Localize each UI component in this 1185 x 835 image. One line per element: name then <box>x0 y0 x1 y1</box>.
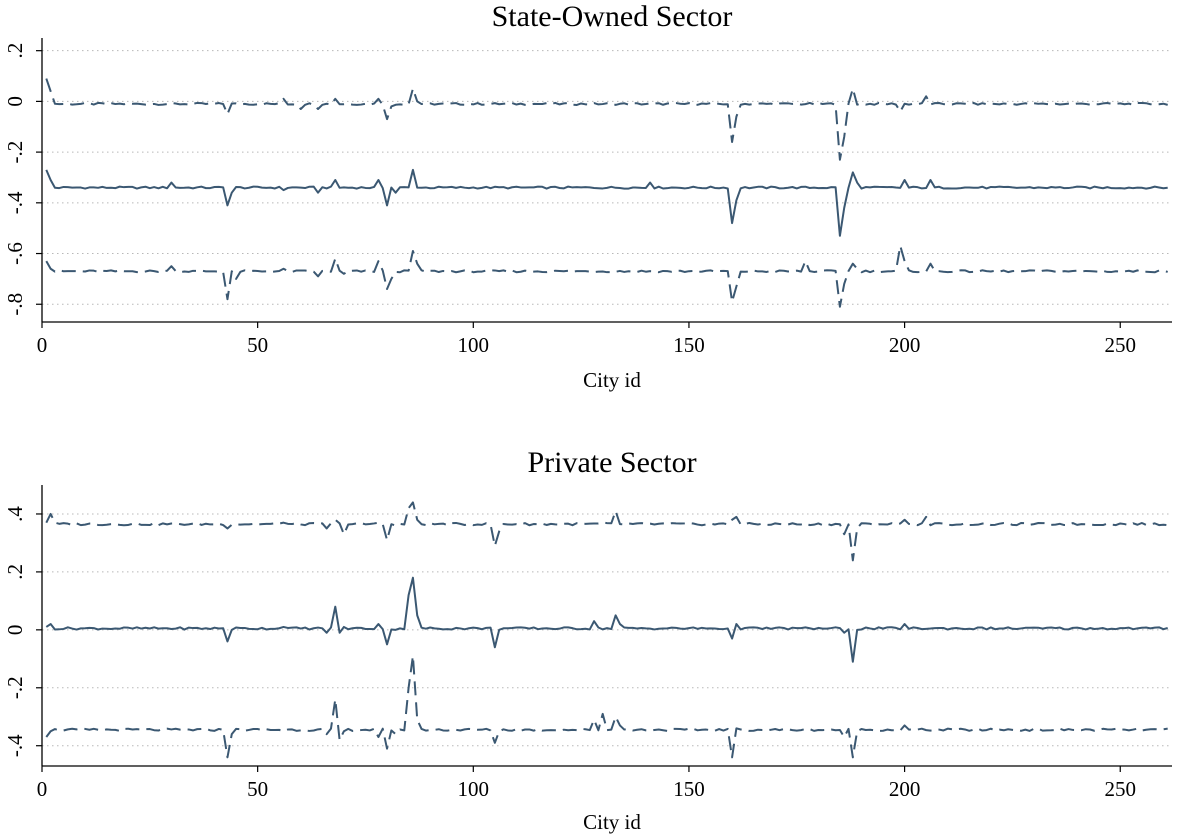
series-line-private-center <box>45 576 1168 663</box>
y-tick-label-state-owned-0: .2 <box>3 43 27 59</box>
y-tick-label-state-owned-1: 0 <box>3 96 27 107</box>
chart-title-state-owned: State-Owned Sector <box>492 0 733 33</box>
x-tick-label-state-owned-3: 150 <box>673 333 705 357</box>
y-tick-label-state-owned-2: -.2 <box>3 141 27 164</box>
x-tick-label-state-owned-5: 250 <box>1104 333 1136 357</box>
y-tick-label-state-owned-5: -.8 <box>3 293 27 316</box>
chart-title-private: Private Sector <box>527 446 696 479</box>
state-owned-sector-panel: State-Owned Sector City id .2 0 -.2 -.4 -.6 -… <box>3 0 1172 392</box>
x-tick-label-state-owned-2: 100 <box>458 333 490 357</box>
x-tick-label-state-owned-0: 0 <box>37 333 48 357</box>
private-sector-panel: Private Sector City id .4 .2 0 -.2 -.4 0 50 100… <box>3 446 1172 834</box>
x-axis-label-private: City id <box>583 810 641 834</box>
y-tick-label-private-1: .2 <box>3 564 27 580</box>
x-tick-label-state-owned-4: 200 <box>889 333 921 357</box>
y-tick-label-private-4: -.4 <box>3 734 27 757</box>
series-line-state-owned-lower <box>45 244 1168 308</box>
x-tick-label-private-0: 0 <box>37 777 48 801</box>
series-line-state-owned-upper <box>45 78 1168 161</box>
x-tick-label-private-4: 200 <box>889 777 921 801</box>
x-tick-label-private-5: 250 <box>1104 777 1136 801</box>
series-line-state-owned-center <box>45 168 1168 237</box>
y-tick-label-state-owned-3: -.4 <box>3 191 27 214</box>
y-tick-label-private-2: 0 <box>3 625 27 636</box>
x-tick-label-private-3: 150 <box>673 777 705 801</box>
x-tick-label-state-owned-1: 50 <box>247 333 268 357</box>
x-tick-label-private-2: 100 <box>458 777 490 801</box>
x-tick-label-private-1: 50 <box>247 777 268 801</box>
y-tick-label-state-owned-4: -.6 <box>3 242 27 265</box>
series-line-private-lower <box>45 654 1168 759</box>
x-axis-label-state-owned: City id <box>583 368 641 392</box>
series-line-private-upper <box>45 501 1168 562</box>
y-tick-label-private-3: -.2 <box>3 676 27 699</box>
y-tick-label-private-0: .4 <box>3 506 27 522</box>
